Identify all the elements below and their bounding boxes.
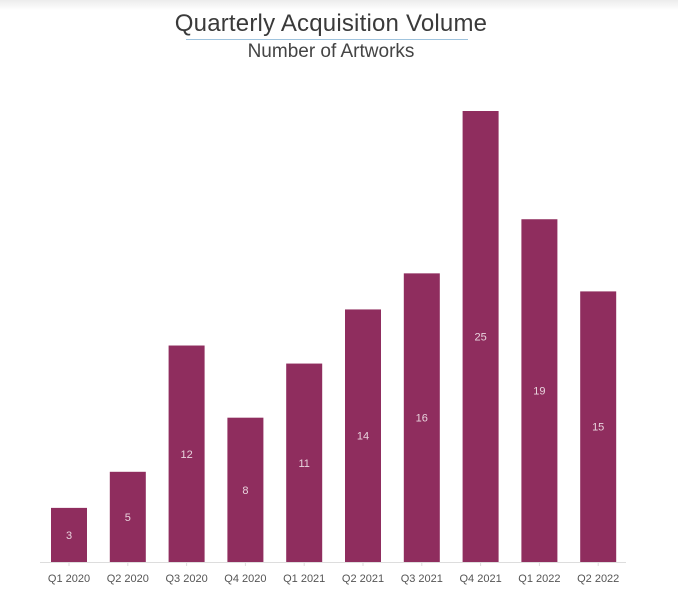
bar-value-label: 14	[357, 431, 369, 443]
x-tick-label: Q2 2021	[342, 573, 384, 585]
bar	[286, 363, 323, 562]
bar-value-label: 25	[474, 332, 486, 344]
bar	[227, 417, 264, 562]
bar-value-label: 3	[66, 530, 72, 542]
bar-value-label: 5	[125, 512, 131, 524]
bar	[51, 507, 87, 562]
x-tick-label: Q1 2020	[48, 573, 90, 585]
chart-subtitle: Number of Artworks	[247, 41, 415, 62]
bar-value-label: 8	[242, 485, 248, 497]
bar	[345, 309, 381, 562]
x-tick-label: Q1 2022	[518, 573, 560, 585]
bar-value-label: 15	[592, 422, 604, 434]
bar-value-label: 16	[416, 413, 428, 425]
title-underline	[186, 39, 468, 40]
bar	[462, 111, 499, 562]
top-shadow	[0, 0, 678, 10]
x-tick-label: Q2 2020	[107, 573, 149, 585]
x-tick-label: Q4 2020	[224, 573, 266, 585]
chart-title: Quarterly Acquisition Volume	[174, 10, 488, 37]
x-tick-label: Q4 2021	[459, 573, 501, 585]
bar-value-label: 11	[298, 458, 309, 470]
bar-value-label: 12	[180, 449, 192, 461]
x-tick-label: Q1 2021	[283, 573, 325, 585]
x-tick-label: Q3 2021	[401, 573, 443, 585]
x-tick-label: Q3 2020	[165, 573, 207, 585]
bar	[109, 471, 146, 562]
bar	[168, 345, 205, 562]
bar	[403, 273, 440, 562]
bar	[580, 291, 617, 562]
bar	[521, 219, 558, 563]
x-tick-label: Q2 2022	[577, 573, 619, 585]
bar-value-label: 19	[533, 386, 545, 398]
